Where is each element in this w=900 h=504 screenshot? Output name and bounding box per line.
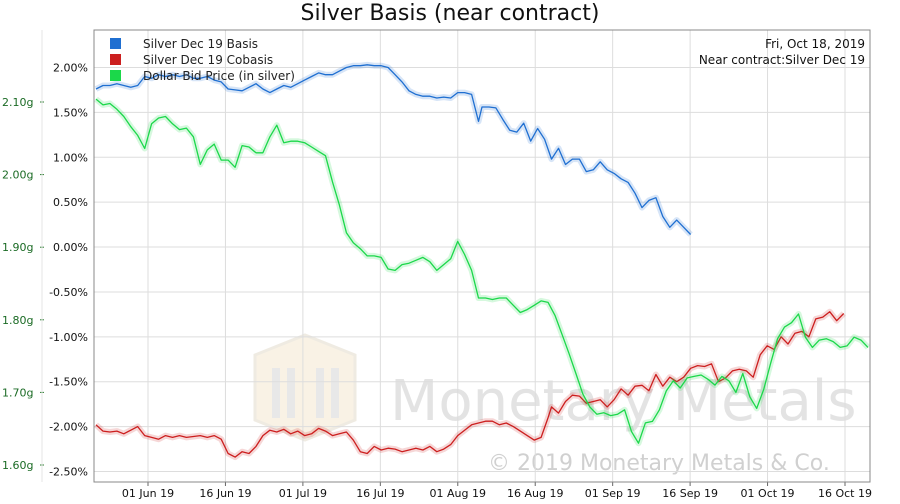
watermark-text: Monetary Metals (390, 369, 857, 434)
series-line-basis (95, 64, 692, 235)
x-tick-label: 01 Aug 19 (430, 487, 486, 500)
right-tick-label: 1.60g (2, 459, 33, 472)
contract-label: Near contract:Silver Dec 19 (699, 53, 865, 67)
watermark-logo (253, 333, 357, 442)
chart-title: Silver Basis (near contract) (301, 1, 600, 26)
copyright-text: © 2019 Monetary Metals & Co. (488, 451, 830, 476)
left-tick-label: 2.00% (53, 62, 88, 75)
left-tick-label: 0.00% (53, 241, 88, 254)
right-tick-label: 1.90g (2, 241, 33, 254)
right-tick-label: 1.80g (2, 314, 33, 327)
left-tick-label: -1.50% (49, 376, 88, 389)
x-tick-label: 01 Jul 19 (279, 487, 327, 500)
legend-swatch-basis (110, 38, 121, 49)
legend: Silver Dec 19 Basis Silver Dec 19 Cobasi… (110, 37, 295, 83)
series-layer (93, 61, 871, 461)
x-tick-label: 01 Jun 19 (122, 487, 174, 500)
plot-frame (93, 29, 871, 483)
legend-label-basis: Silver Dec 19 Basis (143, 37, 258, 51)
date-label: Fri, Oct 18, 2019 (765, 37, 865, 51)
x-axis: 01 Jun 19 16 Jun 19 01 Jul 19 16 Jul 19 01 A… (122, 482, 872, 500)
right-tick-label: 1.70g (2, 386, 33, 399)
series-line-bid (95, 98, 869, 444)
left-tick-label: -1.00% (49, 331, 88, 344)
x-tick-label: 01 Oct 19 (741, 487, 795, 500)
watermark: Monetary Metals (253, 333, 857, 442)
x-tick-label: 16 Aug 19 (507, 487, 563, 500)
left-tick-label: 1.50% (53, 106, 88, 119)
series-line-basis-glow (94, 61, 693, 237)
legend-swatch-bid (110, 70, 121, 81)
legend-label-bid: Dollar Bid Price (in silver) (143, 69, 295, 83)
x-tick-label: 16 Sep 19 (662, 487, 718, 500)
left-tick-label: -2.00% (49, 421, 88, 434)
left-tick-label: 0.50% (53, 196, 88, 209)
left-tick-label: -0.50% (49, 286, 88, 299)
left-tick-label: 1.00% (53, 151, 88, 164)
legend-swatch-cobasis (110, 54, 121, 65)
x-tick-label: 01 Sep 19 (585, 487, 641, 500)
right-tick-label: 2.10g (2, 96, 33, 109)
x-tick-label: 16 Jul 19 (356, 487, 404, 500)
right-axis: 2.10g 2.00g 1.90g 1.80g 1.70g 1.60g (2, 30, 44, 482)
grid (94, 30, 870, 482)
right-tick-label: 2.00g (2, 169, 33, 182)
x-tick-label: 16 Oct 19 (818, 487, 872, 500)
x-tick-label: 16 Jun 19 (199, 487, 251, 500)
legend-label-cobasis: Silver Dec 19 Cobasis (143, 53, 273, 67)
left-axis: 2.00% 1.50% 1.00% 0.50% 0.00% -0.50% -1.00% -1.… (49, 62, 88, 479)
left-tick-label: -2.50% (49, 466, 88, 479)
